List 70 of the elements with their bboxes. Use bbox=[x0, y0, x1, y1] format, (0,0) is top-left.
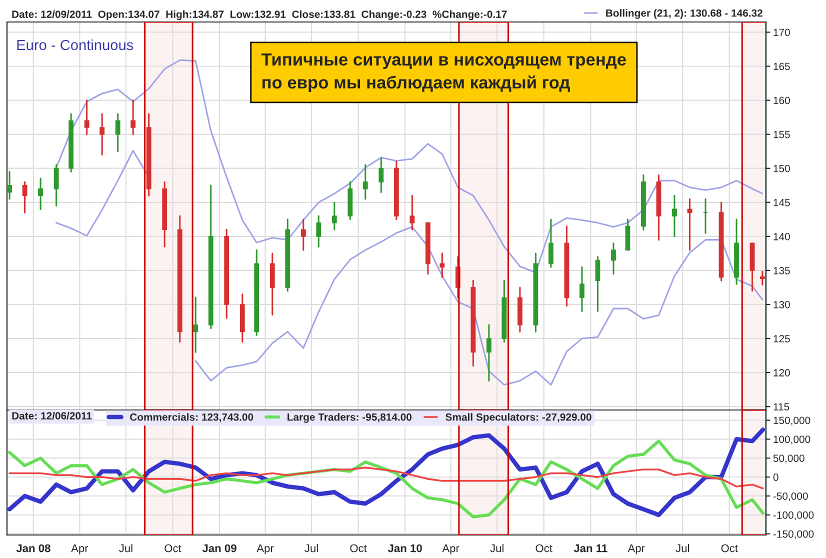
legend-label: Bollinger (21, 2): 130.68 - 146.32 bbox=[606, 9, 762, 19]
candlestick bbox=[378, 157, 384, 193]
y-tick-label: 145 bbox=[774, 198, 790, 206]
candlestick bbox=[440, 252, 445, 278]
x-tick-label: Apr bbox=[256, 544, 274, 554]
y-tick-label: 115 bbox=[774, 403, 790, 410]
candlestick bbox=[100, 113, 105, 156]
x-tick-label: Jan 08 bbox=[16, 544, 50, 552]
y-tick-label: 140 bbox=[774, 232, 790, 240]
candlestick bbox=[580, 266, 584, 312]
candlestick bbox=[595, 256, 600, 312]
candlestick bbox=[760, 270, 765, 286]
x-tick-label: Jan 10 bbox=[388, 544, 422, 552]
text: Euro - Continuous bbox=[17, 39, 134, 50]
x-tick-label: Jul bbox=[304, 544, 318, 552]
candlestick bbox=[270, 252, 275, 316]
y-tick-label: -50,000 bbox=[773, 492, 808, 502]
x-tick-label: Jan 11 bbox=[574, 544, 608, 552]
y-tick-label: -100,000 bbox=[773, 511, 814, 520]
x-tick-label: Jul bbox=[490, 544, 504, 552]
text: Date: 12/09/2011 Open:134.07 High:134.87 Low:132.91 Close:133.81 Change:-0.23 %Change:-0.17 bbox=[12, 10, 507, 20]
y-tick-label: 130 bbox=[774, 300, 790, 308]
candlestick bbox=[84, 100, 90, 136]
x-tick-label: Oct bbox=[164, 544, 182, 552]
candlestick bbox=[22, 181, 28, 214]
candlestick bbox=[611, 242, 616, 275]
y-tick-label: 155 bbox=[774, 130, 790, 138]
x-tick-label: Oct bbox=[536, 544, 552, 552]
y-tick-label: -150,000 bbox=[773, 530, 814, 539]
y-tick-label: 100,000 bbox=[774, 436, 810, 444]
candlestick bbox=[300, 218, 306, 251]
candlestick bbox=[54, 164, 59, 207]
x-tick-label: Apr bbox=[442, 544, 460, 554]
y-tick-label: 165 bbox=[774, 62, 790, 70]
candlestick bbox=[316, 215, 322, 248]
line-series bbox=[8, 466, 764, 490]
x-tick-label: Jan 09 bbox=[202, 544, 236, 552]
legend-label: Large Traders: -95,814.00 bbox=[288, 413, 412, 423]
candlestick bbox=[332, 202, 337, 230]
legend-label: Small Speculators: -27,929.00 bbox=[446, 413, 592, 423]
y-tick-label: 135 bbox=[774, 266, 790, 274]
y-tick-label: 170 bbox=[774, 28, 790, 36]
x-tick-label: Apr bbox=[628, 544, 645, 554]
candlestick bbox=[362, 164, 368, 200]
candlestick bbox=[486, 324, 492, 382]
y-tick-label: 160 bbox=[774, 96, 790, 104]
candlestick bbox=[193, 296, 198, 353]
x-tick-label: Jul bbox=[676, 544, 689, 552]
y-tick-label: 125 bbox=[774, 335, 790, 342]
candlestick bbox=[548, 218, 554, 268]
annotation: Date: 12/06/2011 bbox=[12, 412, 92, 420]
legend-label: Commercials: 123,743.00 bbox=[130, 413, 254, 422]
x-tick-label: Apr bbox=[71, 544, 88, 554]
candlestick bbox=[130, 100, 136, 136]
candlestick bbox=[672, 194, 677, 238]
candlestick bbox=[38, 178, 44, 210]
y-tick-label: 0 bbox=[773, 474, 778, 481]
y-tick-label: 150,000 bbox=[774, 416, 810, 426]
y-tick-label: 120 bbox=[774, 369, 790, 376]
y-tick-label: 150 bbox=[774, 164, 790, 172]
x-tick-label: Jul bbox=[119, 544, 132, 552]
candlestick bbox=[625, 218, 630, 251]
y-tick-label: 50,000 bbox=[773, 454, 804, 464]
candlestick bbox=[115, 113, 120, 152]
x-tick-label: Oct bbox=[721, 544, 738, 552]
candlestick bbox=[410, 194, 415, 230]
candlestick bbox=[7, 170, 12, 200]
x-tick-label: Oct bbox=[350, 544, 367, 552]
candlestick bbox=[687, 198, 692, 251]
annotation: Типичные ситуации в нисходящем тренде по евро мы наблюдаем каждый год bbox=[261, 53, 626, 92]
